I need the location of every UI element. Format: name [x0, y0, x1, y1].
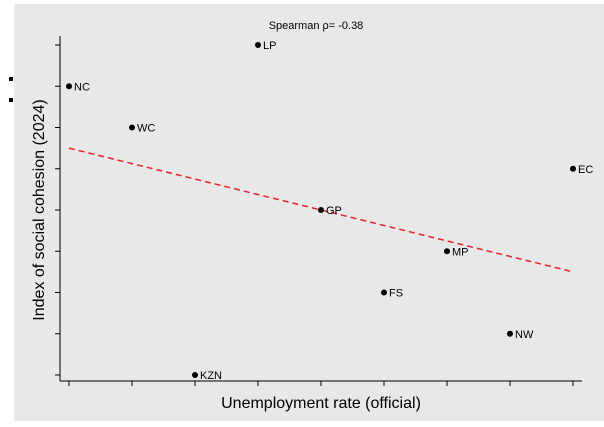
point-marker	[507, 330, 513, 337]
point-marker	[318, 207, 324, 213]
point-label: GP	[326, 205, 342, 217]
stray-mark	[9, 77, 13, 81]
point-label: NC	[74, 81, 90, 93]
stray-mark	[9, 98, 13, 102]
data-point: WC	[129, 123, 155, 135]
point-label: LP	[263, 40, 276, 52]
x-ticks	[68, 381, 574, 386]
point-label: KZN	[200, 370, 222, 382]
point-label: WC	[137, 123, 155, 135]
chart-title: Spearman ρ= -0.38	[269, 20, 364, 32]
point-marker	[129, 124, 135, 131]
data-point: NC	[66, 81, 90, 93]
point-marker	[570, 165, 576, 172]
y-axis-label: Index of social cohesion (2024)	[31, 99, 48, 320]
data-point: FS	[381, 288, 403, 300]
data-point: EC	[570, 164, 593, 176]
y-ticks	[55, 44, 60, 376]
point-marker	[444, 248, 450, 255]
point-label: FS	[389, 288, 403, 300]
point-marker	[192, 372, 198, 378]
data-point: MP	[444, 246, 469, 258]
fit-line	[68, 147, 574, 273]
chart-panel	[14, 4, 604, 421]
data-point: NW	[507, 329, 534, 341]
point-marker	[255, 42, 261, 48]
point-marker	[66, 83, 72, 90]
data-point: GP	[318, 205, 342, 217]
data-points: LP NC WC EC GP MP FS NW KZN	[66, 40, 593, 382]
point-label: NW	[515, 329, 534, 341]
point-label: MP	[452, 246, 469, 258]
data-point: KZN	[192, 370, 222, 382]
data-point: LP	[255, 40, 276, 52]
point-marker	[381, 289, 387, 296]
point-label: EC	[578, 164, 593, 176]
x-axis-label: Unemployment rate (official)	[221, 395, 421, 412]
